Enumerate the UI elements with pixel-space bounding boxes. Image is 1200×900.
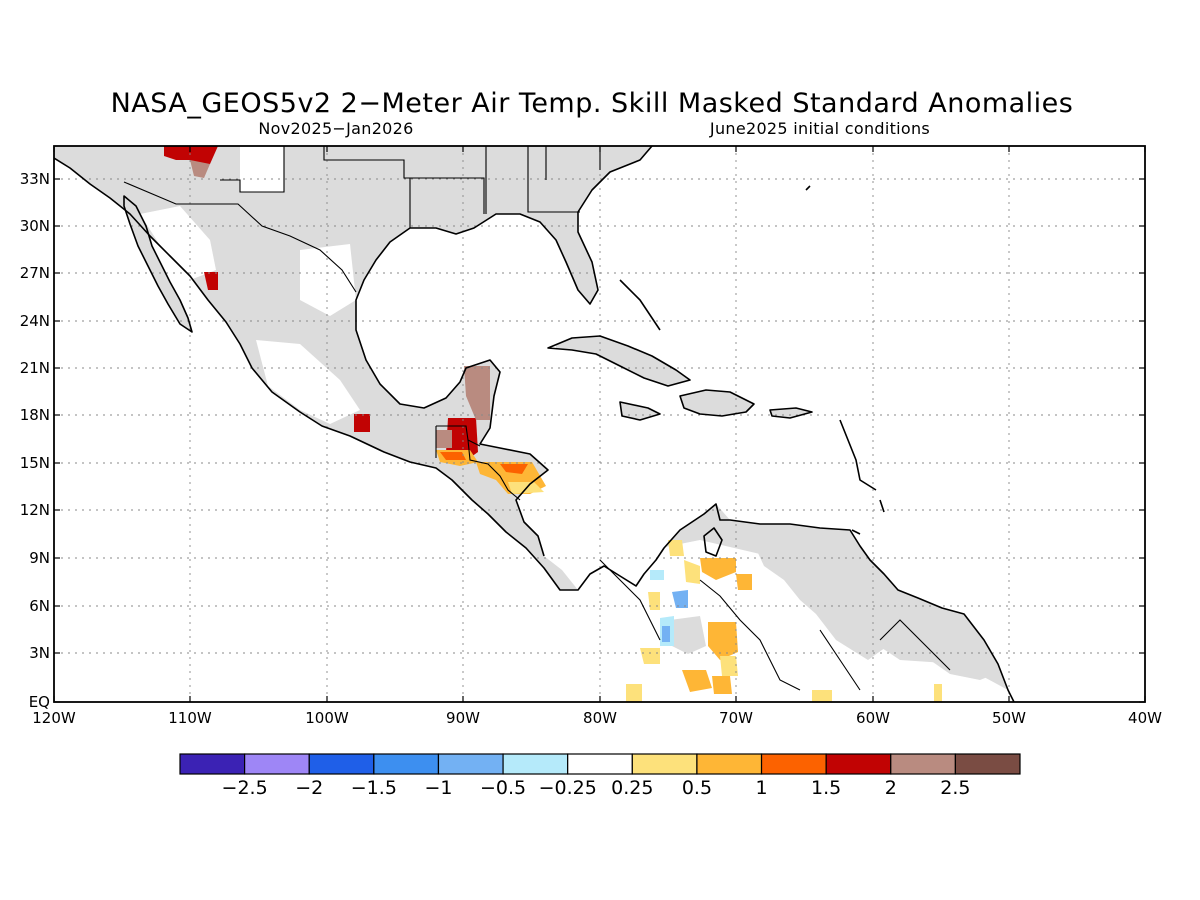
map-grid (54, 146, 1145, 702)
colorbar-label: −0.25 (539, 777, 597, 799)
lat-label: 21N (20, 359, 50, 377)
colorbar-label: 0.5 (682, 777, 712, 799)
colorbar-label: 2 (885, 777, 897, 799)
colorbar-swatch (954, 753, 1021, 775)
colorbar-swatch (373, 753, 440, 775)
latitude-axis: 33N 30N 27N 24N 21N 18N 15N 12N 9N 6N 3N EQ (20, 170, 1145, 711)
colorbar-swatch (502, 753, 569, 775)
political-borders (54, 146, 951, 691)
colorbar-label: −0.5 (480, 777, 526, 799)
colorbar-swatch (244, 753, 310, 775)
colorbar-label: −1 (424, 777, 452, 799)
anomaly-patches (164, 146, 942, 702)
colorbar-label: −2 (295, 777, 323, 799)
lat-label: 18N (20, 406, 50, 424)
lat-label: 30N (20, 217, 50, 235)
lon-label: 70W (719, 709, 753, 727)
colorbar-swatch (567, 753, 633, 775)
lat-label: 9N (29, 549, 50, 567)
colorbar-swatch (890, 753, 956, 775)
colorbar-label: −2.5 (222, 777, 268, 799)
lon-label: 120W (32, 709, 76, 727)
cuba-land (548, 336, 690, 386)
colorbar-swatch (179, 753, 246, 775)
lon-label: 90W (446, 709, 480, 727)
colorbar: −2.5 −2 −1.5 −1 −0.5 −0.25 0.25 0.5 1 1.5 2 2.5 (179, 753, 1021, 799)
map-panel: 33N 30N 27N 24N 21N 18N 15N 12N 9N 6N 3N EQ 120W 110… (20, 145, 1162, 727)
coastlines (54, 146, 1015, 702)
lon-label: 50W (992, 709, 1026, 727)
colorbar-label: 2.5 (940, 777, 970, 799)
lat-label: 6N (29, 597, 50, 615)
lon-label: 60W (856, 709, 890, 727)
lat-label: 15N (20, 454, 50, 472)
lat-label: 27N (20, 264, 50, 282)
colorbar-swatch (308, 753, 375, 775)
lon-label: 80W (583, 709, 617, 727)
lat-label: 24N (20, 312, 50, 330)
colorbar-label: 0.25 (611, 777, 653, 799)
colorbar-swatch (825, 753, 892, 775)
forecast-period-label: Nov2025−Jan2026 (258, 119, 413, 138)
colorbar-swatch (631, 753, 698, 775)
colorbar-swatch (760, 753, 827, 775)
lat-label: 12N (20, 501, 50, 519)
lon-label: 40W (1128, 709, 1162, 727)
colorbar-label: 1 (755, 777, 767, 799)
longitude-axis: 120W 110W 100W 90W 80W 70W 60W 50W 40W (32, 146, 1162, 727)
colorbar-label: 1.5 (811, 777, 841, 799)
lat-label: 3N (29, 644, 50, 662)
colorbar-swatch (437, 753, 504, 775)
lat-label: EQ (29, 693, 50, 711)
initial-conditions-label: June2025 initial conditions (709, 119, 930, 138)
map-title: NASA_GEOS5v2 2−Meter Air Temp. Skill Mas… (111, 88, 1074, 119)
colorbar-label: −1.5 (351, 777, 397, 799)
hispaniola-land (680, 390, 754, 416)
lon-label: 100W (305, 709, 349, 727)
baja-california-land (124, 196, 192, 332)
colorbar-swatch (696, 753, 763, 775)
lat-label: 33N (20, 170, 50, 188)
lon-label: 110W (168, 709, 212, 727)
